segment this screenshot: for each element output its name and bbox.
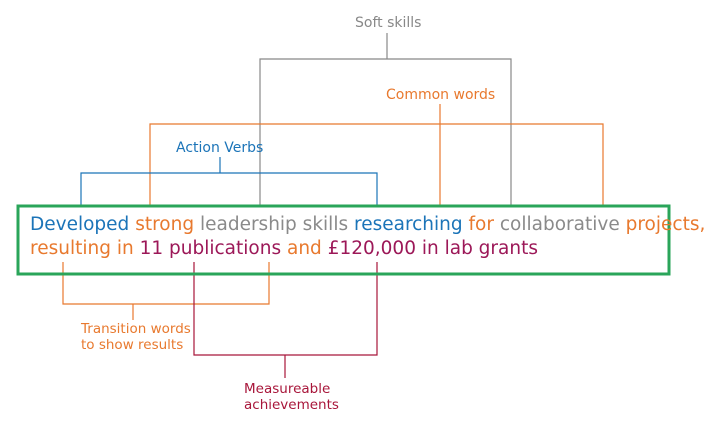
- word-developed: Developed: [30, 214, 130, 235]
- common-words-bracket: [149, 104, 604, 206]
- word-researching: researching: [354, 214, 463, 235]
- soft-skills-bracket: [259, 33, 512, 206]
- measureable-line2: achievements: [244, 397, 339, 413]
- measureable-line1: Measureable: [244, 381, 331, 397]
- measureable-label: Measureable achievements: [244, 381, 339, 413]
- transition-words-line2: to show results: [81, 337, 184, 353]
- word-lab-grants: £120,000 in lab grants: [327, 238, 538, 259]
- word-projects: projects,: [625, 214, 704, 235]
- measureable-bracket: [193, 262, 378, 378]
- action-verbs-bracket: [80, 157, 378, 206]
- word-11-publications: 11 publications: [139, 238, 282, 259]
- word-resulting-in: resulting in: [30, 238, 134, 259]
- word-strong: strong: [135, 214, 195, 235]
- transition-words-label: Transition words to show results: [81, 321, 191, 353]
- common-words-label: Common words: [386, 87, 496, 103]
- sentence-line-1: Developed strong leadership skills resea…: [30, 214, 704, 236]
- transition-words-line1: Transition words: [81, 321, 191, 337]
- word-leadership-skills: leadership skills: [199, 214, 349, 235]
- action-verbs-label: Action Verbs: [176, 140, 264, 156]
- word-for: for: [468, 214, 494, 235]
- soft-skills-label: Soft skills: [355, 15, 422, 31]
- transition-words-bracket: [62, 262, 270, 320]
- sentence-line-2: resulting in 11 publications and £120,00…: [30, 238, 538, 260]
- word-and: and: [286, 238, 322, 259]
- highlight-box: [16, 204, 671, 276]
- word-collaborative: collaborative: [499, 214, 620, 235]
